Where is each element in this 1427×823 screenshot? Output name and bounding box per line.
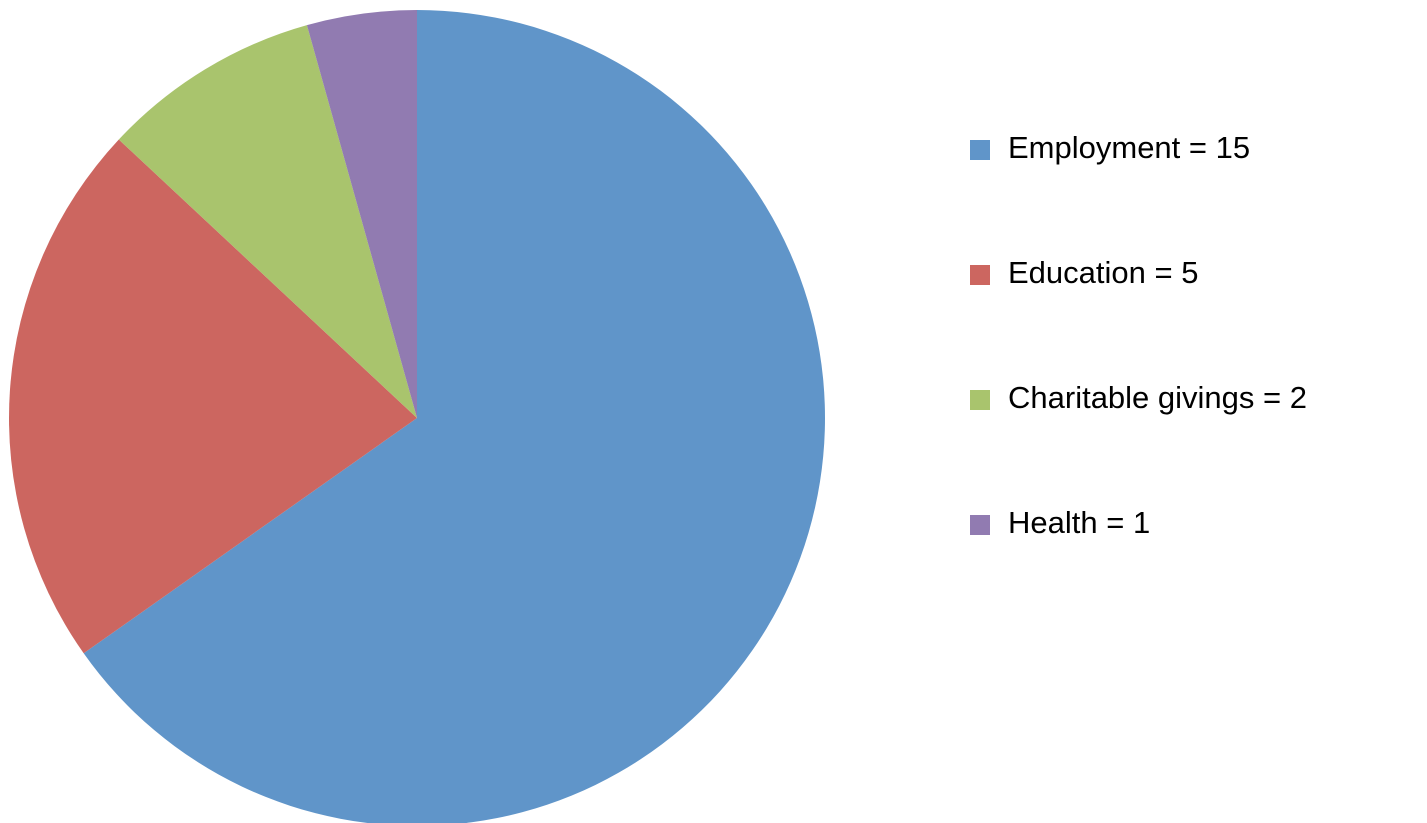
legend-swatch xyxy=(970,265,990,285)
legend-label: Charitable givings = 2 xyxy=(1008,380,1307,415)
pie-slice xyxy=(8,139,417,654)
legend-swatch xyxy=(970,140,990,160)
pie-slice xyxy=(83,10,825,823)
pie-slice xyxy=(118,25,418,418)
legend-label: Education = 5 xyxy=(1008,255,1198,290)
legend-label: Health = 1 xyxy=(1008,505,1150,540)
legend-swatch xyxy=(970,390,990,410)
legend-swatch xyxy=(970,515,990,535)
pie-slice xyxy=(306,10,417,418)
legend-label: Employment = 15 xyxy=(1008,130,1250,165)
